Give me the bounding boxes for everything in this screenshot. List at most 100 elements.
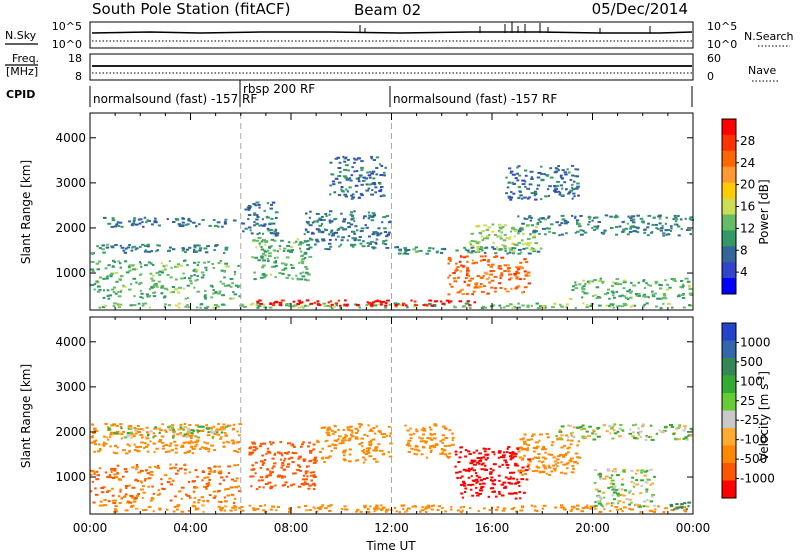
power-cell-981 (342, 155, 345, 158)
power-cell-1675 (635, 294, 639, 297)
power-cell-717 (266, 249, 270, 252)
vel-cell-1282 (464, 455, 468, 458)
vel-cell-1551 (599, 496, 603, 499)
power-cell-1715 (528, 196, 531, 199)
power-cell-106 (645, 302, 649, 305)
power-cell-1650 (611, 284, 614, 287)
vel-cell-1558 (602, 477, 607, 480)
power-cell-1219 (493, 256, 497, 258)
vel-cell-1460 (591, 432, 594, 435)
vel-cell-1363 (554, 463, 557, 466)
vel-cell-1437 (592, 438, 597, 441)
power-cell-1561 (547, 216, 550, 219)
power-colorbar-swatch-10 (722, 278, 736, 295)
power-cell-1612 (623, 295, 627, 298)
power-cell-814 (328, 242, 332, 245)
power-cell-1467 (609, 227, 614, 229)
power-cell-39 (553, 302, 557, 305)
power-cell-1142 (394, 246, 398, 249)
power-cell-1036 (337, 175, 342, 177)
vel-cell-1022 (379, 430, 382, 433)
power-cell-1073 (358, 174, 363, 177)
vel-cell-1519 (677, 426, 681, 429)
vel-cell-21 (108, 474, 111, 477)
vel-cell-1556 (623, 489, 628, 492)
vel-cell-1435 (641, 425, 645, 428)
power-cell-1642 (657, 297, 661, 300)
power-cell-956 (342, 220, 346, 223)
vel-cell-686 (297, 506, 301, 509)
vel-cell-1190 (459, 476, 462, 479)
power-cell-730 (261, 252, 266, 255)
power-cell-948 (377, 233, 381, 236)
vel-cell-1237 (492, 469, 495, 472)
power-cell-951 (329, 245, 333, 248)
vel-cell-1274 (513, 452, 518, 455)
power-cell-1778 (549, 176, 554, 179)
vel-cell-495 (190, 429, 195, 432)
power-cell-1460 (576, 230, 580, 233)
power-cell-911 (368, 214, 372, 217)
vel-cell-724 (639, 511, 642, 513)
power-cell-75 (304, 304, 308, 307)
vel-cell-763 (309, 451, 313, 454)
vel-cell-1144 (516, 478, 519, 481)
vel-cell-1553 (642, 500, 647, 503)
power-cell-1164 (499, 287, 503, 289)
power-cell-167 (536, 307, 541, 310)
power-cell-1240 (527, 282, 531, 285)
vel-cell-1401 (577, 440, 581, 443)
vel-cell-1379 (564, 454, 567, 457)
power-cell-66 (643, 303, 646, 306)
vel-cell-1232 (482, 447, 485, 450)
power-cell-972 (342, 175, 347, 178)
power-cell-11 (137, 302, 141, 305)
power-cell-1029 (366, 171, 370, 174)
power-cell-1059 (332, 183, 335, 186)
vel-cell-653 (616, 508, 619, 511)
power-cell-1507 (646, 226, 650, 229)
power-cell-944 (318, 217, 322, 220)
power-cell-1589 (642, 280, 645, 283)
vel-cell-1026 (404, 424, 407, 427)
power-cell-1797 (575, 175, 580, 178)
vel-cell-864 (249, 446, 253, 449)
power-cell-583 (154, 217, 157, 220)
vel-cell-654 (650, 509, 654, 512)
vel-cell-34 (133, 498, 137, 501)
vel-ytick-1: 2000 (55, 425, 86, 439)
vel-colorbar-tick-6: -500 (740, 452, 767, 466)
power-cell-923 (385, 235, 389, 238)
power-cell-1450 (526, 224, 530, 227)
power-cell-1020 (370, 155, 373, 158)
power-cell-1543 (647, 214, 652, 217)
vel-cell-1476 (558, 430, 563, 433)
vel-cell-199 (134, 478, 138, 481)
vel-cell-41 (149, 470, 154, 473)
vel-cell-1405 (522, 448, 527, 450)
vel-cell-570 (176, 504, 181, 507)
vel-cell-679 (191, 504, 195, 507)
vel-cell-768 (299, 469, 302, 472)
vel-cell-962 (343, 454, 346, 457)
vel-cell-350 (125, 452, 129, 455)
power-cell-1054 (357, 180, 361, 183)
power-cell-87 (565, 303, 569, 306)
vel-cell-817 (304, 472, 308, 475)
vel-cell-687 (393, 507, 396, 509)
power-cell-1684 (677, 295, 681, 298)
power-cell-1689 (568, 297, 573, 300)
power-cell-665 (305, 266, 308, 269)
vel-cell-1564 (632, 482, 636, 485)
vel-cell-1182 (487, 495, 490, 498)
vel-cell-1496 (629, 428, 632, 431)
power-cell-1739 (564, 173, 568, 176)
vel-cell-1457 (688, 434, 691, 437)
vel-cell-1422 (608, 425, 612, 428)
power-cell-1273 (485, 278, 489, 281)
vel-cell-88 (151, 485, 154, 488)
vel-cell-398 (91, 434, 94, 437)
vel-cell-431 (184, 441, 189, 444)
vel-cell-919 (327, 445, 332, 448)
vel-cell-803 (277, 474, 281, 477)
